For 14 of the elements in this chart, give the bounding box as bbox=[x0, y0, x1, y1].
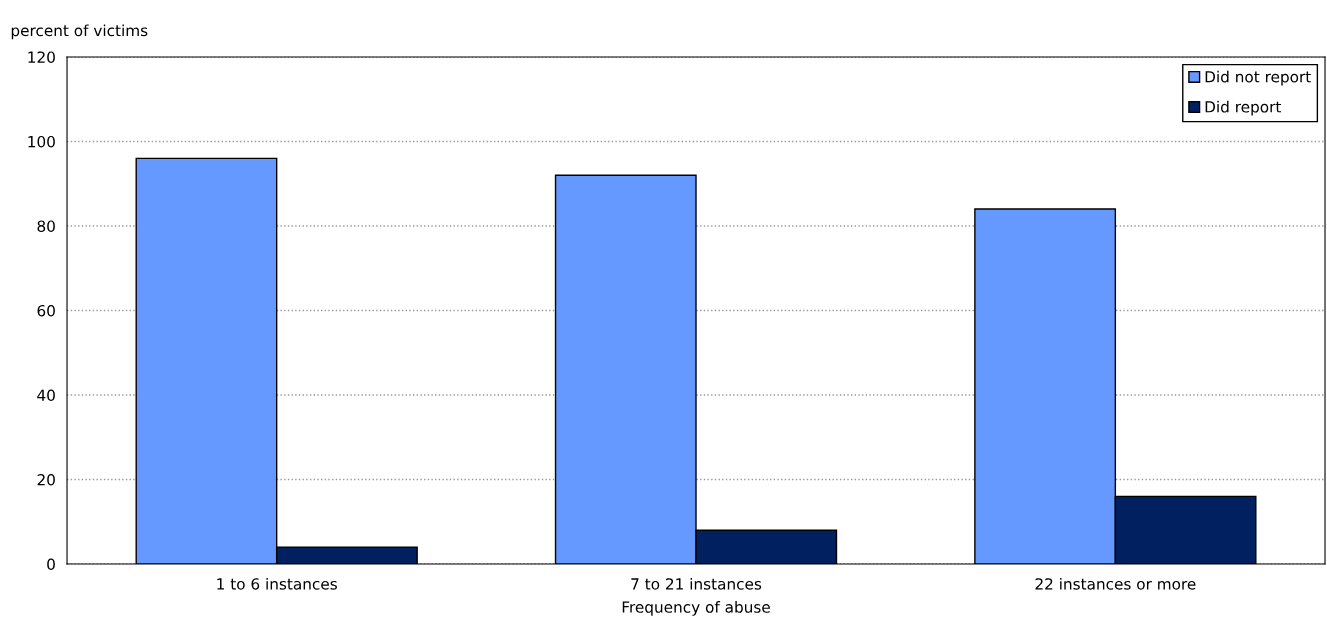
legend-label: Did not report bbox=[1205, 70, 1311, 86]
y-tick-label: 120 bbox=[28, 51, 55, 63]
x-tick-label: 22 instances or more bbox=[1035, 577, 1196, 590]
y-tick-label: 0 bbox=[47, 558, 55, 571]
y-tick-label: 60 bbox=[37, 304, 55, 317]
y-tick-label: 40 bbox=[37, 389, 55, 401]
x-axis-title: Frequency of abuse bbox=[622, 601, 770, 616]
y-axis-title: percent of victims bbox=[11, 24, 148, 40]
x-tick-label: 1 to 6 instances bbox=[217, 577, 337, 590]
y-tick-label: 20 bbox=[37, 473, 55, 486]
y-tick-label: 100 bbox=[28, 135, 55, 148]
legend-label: Did report bbox=[1205, 100, 1282, 116]
x-tick-label: 7 to 21 instances bbox=[631, 577, 762, 590]
y-tick-label: 80 bbox=[37, 220, 55, 232]
